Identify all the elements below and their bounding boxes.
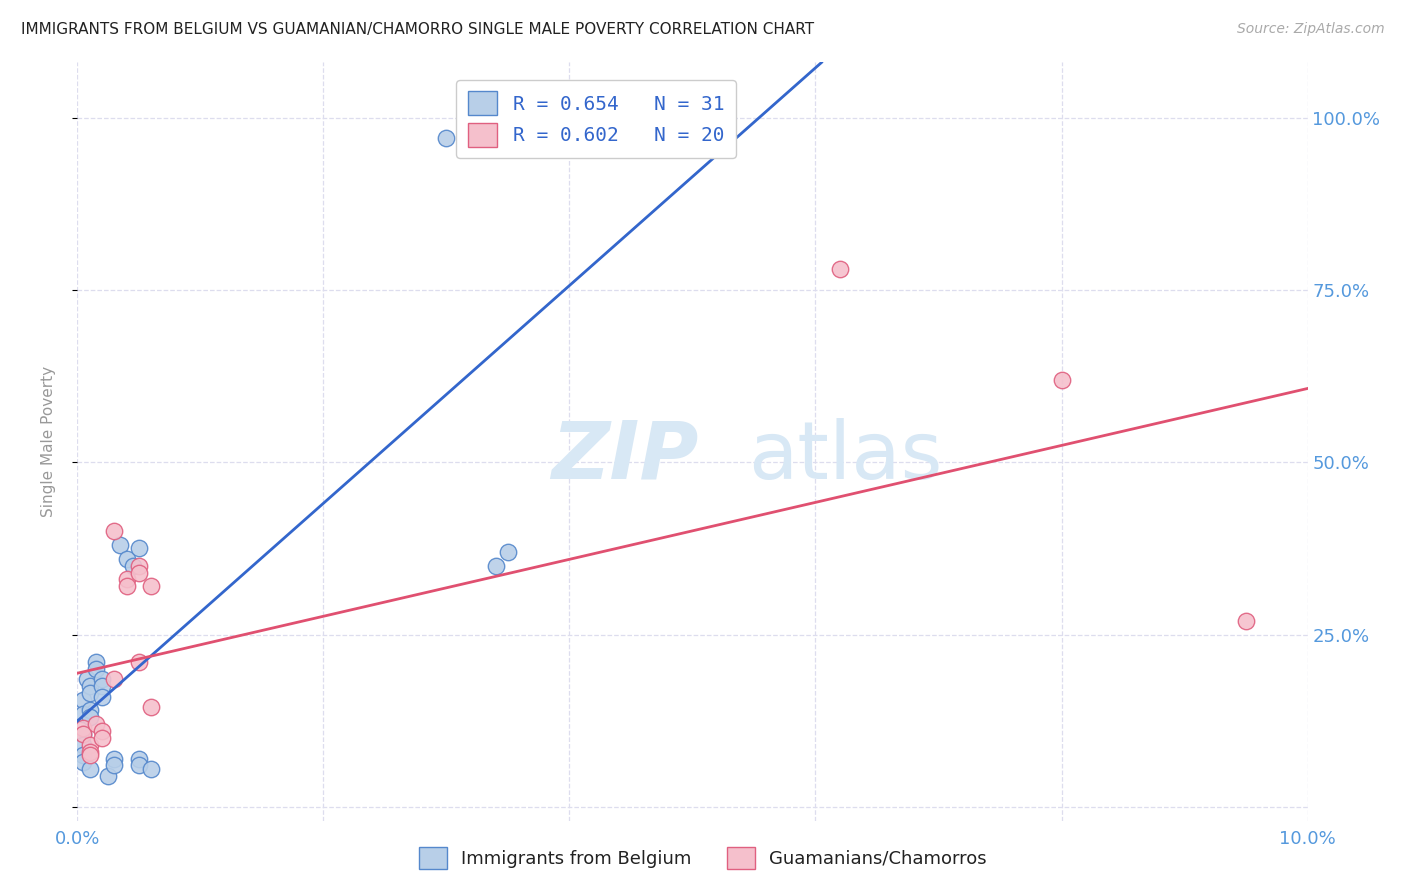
Point: [103, 751, 125, 765]
Text: atlas: atlas: [748, 417, 942, 496]
Point: [72, 755, 94, 769]
Point: [121, 558, 143, 573]
Point: [1050, 372, 1073, 386]
Point: [128, 758, 150, 772]
Point: [128, 655, 150, 669]
Point: [79, 679, 101, 693]
Point: [496, 545, 519, 559]
Point: [72, 706, 94, 721]
Point: [90, 731, 114, 745]
Point: [103, 673, 125, 687]
Point: [84, 717, 107, 731]
Point: [97, 769, 120, 783]
Point: [72, 738, 94, 752]
Legend: Immigrants from Belgium, Guamanians/Chamorros: Immigrants from Belgium, Guamanians/Cham…: [412, 839, 994, 876]
Point: [72, 721, 94, 735]
Point: [1234, 614, 1257, 628]
Point: [128, 541, 150, 556]
Point: [472, 138, 495, 153]
Point: [72, 693, 94, 707]
Point: [141, 762, 163, 776]
Point: [115, 579, 138, 593]
Point: [79, 738, 101, 752]
Point: [90, 690, 114, 704]
Point: [72, 727, 94, 741]
Text: ZIP: ZIP: [551, 417, 699, 496]
Point: [830, 262, 852, 277]
Point: [84, 655, 107, 669]
Point: [90, 724, 114, 739]
Point: [115, 573, 138, 587]
Point: [79, 745, 101, 759]
Point: [141, 699, 163, 714]
Point: [115, 551, 138, 566]
Point: [79, 686, 101, 700]
Text: IMMIGRANTS FROM BELGIUM VS GUAMANIAN/CHAMORRO SINGLE MALE POVERTY CORRELATION CH: IMMIGRANTS FROM BELGIUM VS GUAMANIAN/CHA…: [21, 22, 814, 37]
Point: [79, 748, 101, 763]
Point: [72, 748, 94, 763]
Point: [72, 727, 94, 741]
Text: Source: ZipAtlas.com: Source: ZipAtlas.com: [1237, 22, 1385, 37]
Point: [141, 579, 163, 593]
Point: [436, 131, 458, 145]
Point: [485, 558, 508, 573]
Point: [79, 710, 101, 724]
Point: [76, 673, 98, 687]
Point: [103, 524, 125, 538]
Point: [90, 679, 114, 693]
Point: [79, 703, 101, 717]
Point: [84, 662, 107, 676]
Point: [128, 558, 150, 573]
Point: [103, 758, 125, 772]
Legend: R = 0.654   N = 31, R = 0.602   N = 20: R = 0.654 N = 31, R = 0.602 N = 20: [456, 79, 735, 158]
Point: [90, 673, 114, 687]
Point: [128, 751, 150, 765]
Y-axis label: Single Male Poverty: Single Male Poverty: [42, 366, 56, 517]
Point: [128, 566, 150, 580]
Point: [79, 762, 101, 776]
Point: [110, 538, 132, 552]
